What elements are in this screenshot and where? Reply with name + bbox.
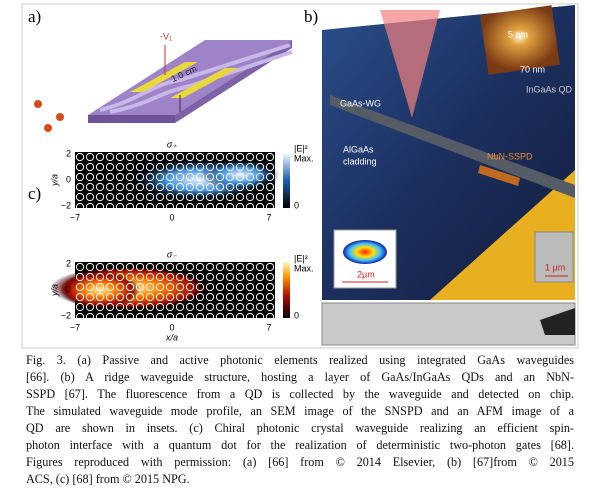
holes: [75, 262, 275, 318]
caption-line: QD are shown in insets. (c) Chiral photo…: [26, 420, 574, 437]
x-tick-label: 0: [169, 322, 174, 332]
qd-label: InGaAs QD: [526, 84, 573, 94]
y-tick-label: 2: [66, 258, 71, 268]
colorbar-title: |E|²: [294, 143, 308, 153]
sem-scale: 1 µm: [545, 262, 565, 272]
fiber-dot: [34, 100, 42, 108]
panel-label: a): [28, 7, 41, 26]
caption-line: The simulated waveguide mode profile, an…: [26, 403, 574, 420]
chip-edge: [88, 115, 175, 123]
y-tick-label: 0: [66, 284, 71, 294]
afm-height: 5 nm: [508, 29, 528, 39]
x-tick-label: −7: [70, 322, 80, 332]
mode-scale: 2µm: [357, 269, 375, 279]
y-tick-label: −2: [61, 310, 71, 320]
sem-inset: [535, 232, 573, 282]
y-tick-label: 0: [66, 174, 71, 184]
x-tick-label: 7: [266, 212, 271, 222]
cladding-label: AlGaAs: [343, 144, 374, 154]
cladding-label: cladding: [343, 156, 377, 166]
caption-line: SSPD [67]. The fluorescence from a QD is…: [26, 386, 574, 403]
sem-strip: [322, 303, 575, 345]
voltage-label: -V₁: [160, 31, 172, 41]
plot-title: σ₋: [167, 249, 177, 259]
mode-profile: [343, 240, 387, 264]
waveguide-label: GaAs-WG: [340, 98, 381, 108]
caption-line: Fig. 3. (a) Passive and active photonic …: [26, 352, 574, 369]
caption-line: ACS, (c) [68] from © 2015 NPG.: [26, 471, 574, 488]
colorbar-min: 0: [294, 200, 299, 210]
caption-line: photon interface with a quantum dot for …: [26, 437, 574, 454]
colorbar-title: |E|²: [294, 253, 308, 263]
colorbar: [283, 262, 290, 318]
x-tick-label: −7: [70, 212, 80, 222]
y-tick-label: 2: [66, 148, 71, 158]
plot-title: σ₊: [167, 139, 177, 149]
colorbar: [283, 152, 290, 208]
panel-label: c): [28, 184, 41, 203]
y-axis-label: y/a: [49, 174, 59, 187]
y-tick-label: −2: [61, 200, 71, 210]
panel-label: b): [304, 7, 318, 26]
colorbar-max: Max.: [294, 263, 314, 273]
caption-line: [66]. (b) A ridge waveguide structure, h…: [26, 369, 574, 386]
caption-line: Figures reproduced with permission: (a) …: [26, 454, 574, 471]
figure: a) -V₁ 1.0 cm b) 5 nm 70 nm InGaAs QD Ga…: [0, 0, 594, 350]
page: a) -V₁ 1.0 cm b) 5 nm 70 nm InGaAs QD Ga…: [0, 0, 594, 499]
detector-label: NbN-SSPD: [487, 151, 533, 161]
afm-width: 70 nm: [520, 64, 545, 74]
x-tick-label: 7: [266, 322, 271, 332]
caption: Fig. 3. (a) Passive and active photonic …: [26, 352, 574, 488]
holes: [75, 152, 275, 208]
colorbar-max: Max.: [294, 153, 314, 163]
fiber-dot: [56, 113, 64, 121]
x-tick-label: 0: [169, 212, 174, 222]
x-axis-label: x/a: [165, 332, 178, 342]
y-axis-label: y/a: [49, 284, 59, 297]
fiber-dot: [44, 124, 52, 132]
colorbar-min: 0: [294, 310, 299, 320]
